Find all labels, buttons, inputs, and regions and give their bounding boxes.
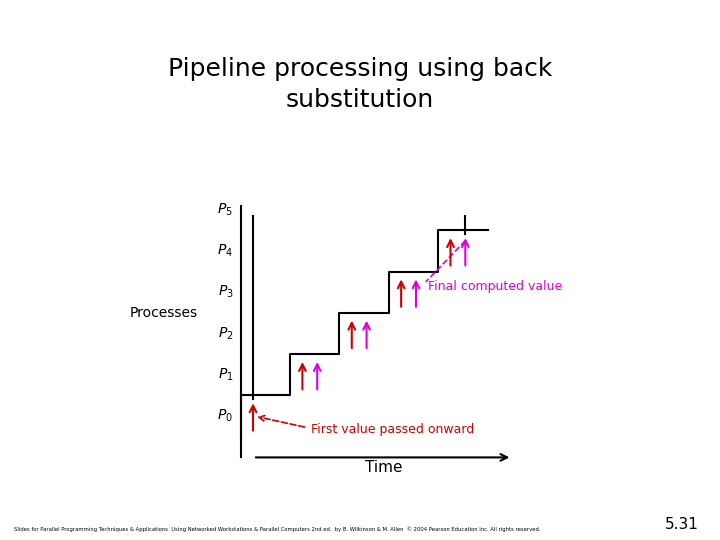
Text: $P_5$: $P_5$ <box>217 201 233 218</box>
Text: Pipeline processing using back
substitution: Pipeline processing using back substitut… <box>168 57 552 112</box>
Text: $P_0$: $P_0$ <box>217 408 233 424</box>
Text: Time: Time <box>365 460 402 475</box>
Text: Final computed value: Final computed value <box>428 280 562 293</box>
Text: $P_1$: $P_1$ <box>217 367 233 383</box>
Text: $P_2$: $P_2$ <box>217 325 233 342</box>
Text: Slides for Parallel Programming Techniques & Applications  Using Networked Works: Slides for Parallel Programming Techniqu… <box>14 526 541 532</box>
Text: Processes: Processes <box>130 306 198 320</box>
Text: $P_4$: $P_4$ <box>217 243 233 259</box>
Text: First value passed onward: First value passed onward <box>311 423 474 436</box>
Text: $P_3$: $P_3$ <box>217 284 233 300</box>
Text: 5.31: 5.31 <box>665 517 698 532</box>
